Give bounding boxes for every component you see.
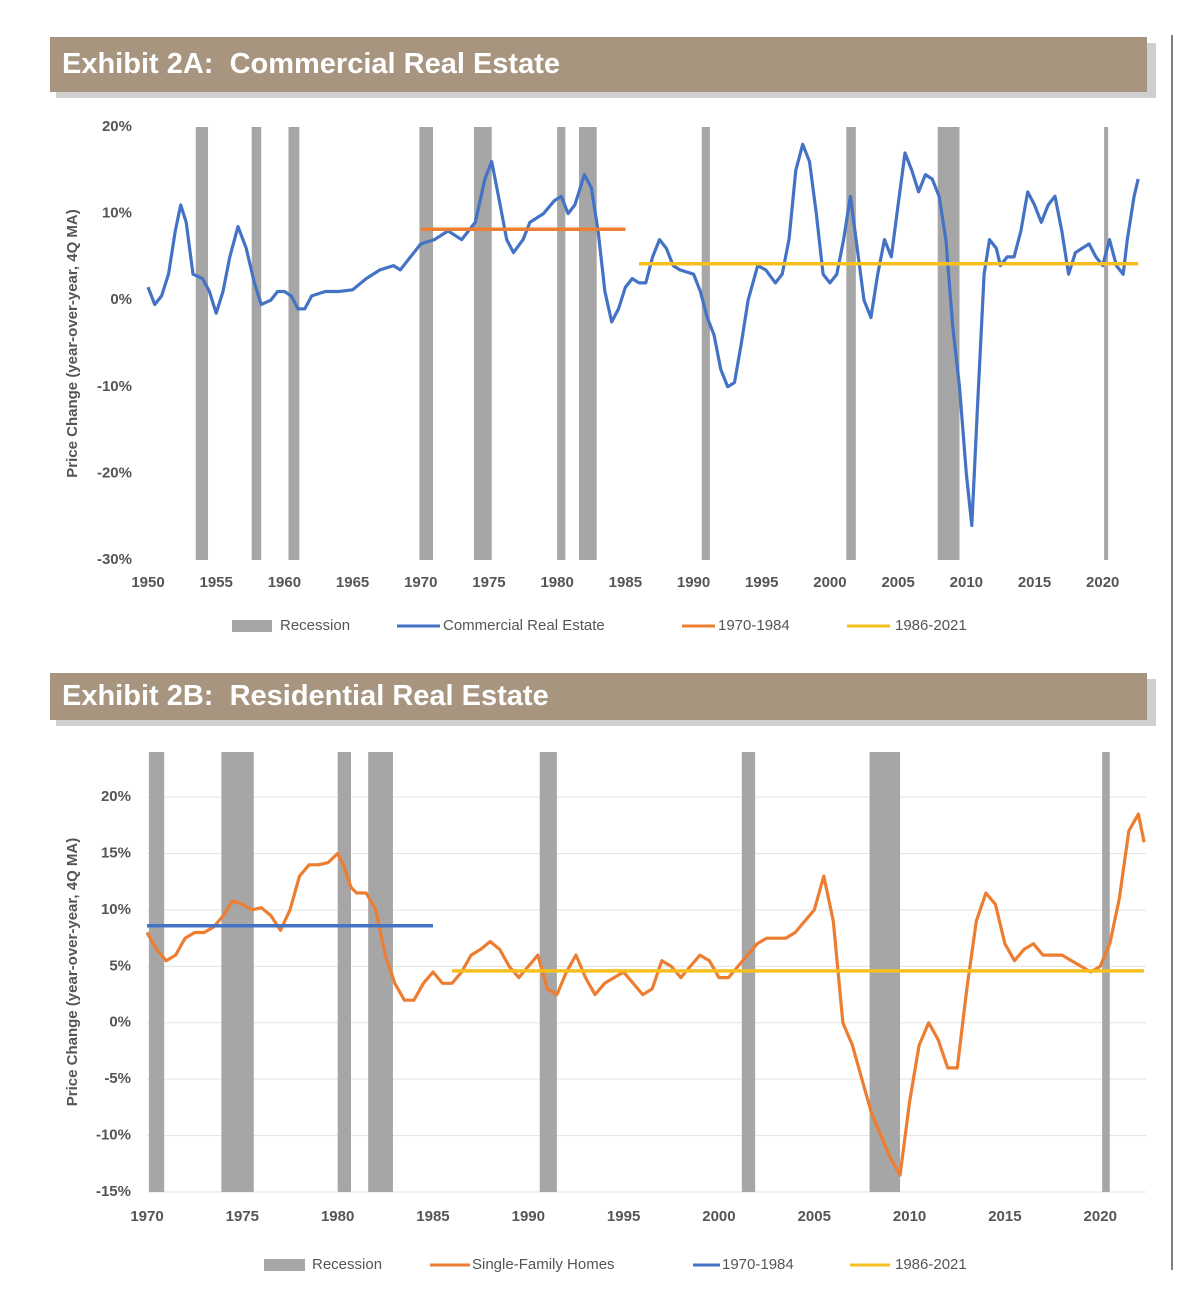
y-tick-label: 10% <box>101 901 131 918</box>
legend-swatch <box>264 1259 305 1271</box>
series-line <box>145 812 1146 1177</box>
recession-band <box>578 127 597 560</box>
header-bar <box>50 673 1147 720</box>
y-tick-label: 20% <box>101 788 131 805</box>
y-axis-label: Price Change (year-over-year, 4Q MA) <box>64 838 81 1106</box>
y-tick-label: 0% <box>110 291 132 308</box>
x-tick-label: 1960 <box>268 574 301 591</box>
chart-title: Exhibit 2B: Residential Real Estate <box>62 680 549 712</box>
y-tick-label: 10% <box>102 205 132 222</box>
y-tick-label: -5% <box>104 1070 131 1087</box>
y-tick-label: -10% <box>96 1127 131 1144</box>
recession-band <box>251 127 262 560</box>
x-tick-label: 2020 <box>1084 1208 1117 1225</box>
x-tick-label: 1995 <box>745 574 778 591</box>
chart-title: Exhibit 2A: Commercial Real Estate <box>62 48 560 80</box>
legend-label: Commercial Real Estate <box>443 617 605 634</box>
x-tick-label: 1970 <box>404 574 437 591</box>
legend-label: Single-Family Homes <box>472 1256 615 1273</box>
recession-band <box>288 127 300 560</box>
x-tick-label: 1990 <box>677 574 710 591</box>
legend-swatch <box>232 620 272 632</box>
x-tick-label: 2010 <box>950 574 983 591</box>
x-tick-label: 1955 <box>200 574 233 591</box>
recession-band <box>701 127 710 560</box>
legend-label: 1986-2021 <box>895 617 967 634</box>
recession-band <box>557 127 566 560</box>
x-tick-label: 2005 <box>798 1208 831 1225</box>
y-tick-label: 0% <box>109 1014 131 1031</box>
recession-band <box>419 127 434 560</box>
x-tick-label: 1975 <box>226 1208 259 1225</box>
x-tick-label: 1985 <box>416 1208 449 1225</box>
x-tick-label: 2000 <box>702 1208 735 1225</box>
y-tick-label: -15% <box>96 1183 131 1200</box>
x-tick-label: 2015 <box>1018 574 1051 591</box>
y-tick-label: -10% <box>97 378 132 395</box>
recession-band <box>221 752 254 1192</box>
x-tick-label: 1970 <box>130 1208 163 1225</box>
x-tick-label: 1980 <box>321 1208 354 1225</box>
legend-label: Recession <box>280 617 350 634</box>
recession-band <box>473 127 492 560</box>
recession-band <box>937 127 960 560</box>
x-tick-label: 1985 <box>609 574 642 591</box>
x-tick-label: 1980 <box>540 574 573 591</box>
legend-label: 1986-2021 <box>895 1256 967 1273</box>
y-tick-label: 15% <box>101 845 131 862</box>
series-line <box>146 142 1140 527</box>
recession-band <box>846 127 856 560</box>
x-tick-label: 1950 <box>131 574 164 591</box>
header-bar <box>50 37 1147 92</box>
x-tick-label: 2020 <box>1086 574 1119 591</box>
legend-label: 1970-1984 <box>722 1256 794 1273</box>
x-tick-label: 2010 <box>893 1208 926 1225</box>
recession-band <box>368 752 393 1192</box>
y-tick-label: 5% <box>109 957 131 974</box>
x-tick-label: 1965 <box>336 574 369 591</box>
y-tick-label: 20% <box>102 118 132 135</box>
x-tick-label: 1990 <box>512 1208 545 1225</box>
recession-band <box>1104 127 1109 560</box>
x-tick-label: 2015 <box>988 1208 1021 1225</box>
x-tick-label: 1975 <box>472 574 505 591</box>
legend-label: Recession <box>312 1256 382 1273</box>
x-tick-label: 2000 <box>813 574 846 591</box>
legend-label: 1970-1984 <box>718 617 790 634</box>
recession-band <box>148 752 165 1192</box>
y-tick-label: -20% <box>97 464 132 481</box>
recession-band <box>337 752 351 1192</box>
recession-band <box>195 127 209 560</box>
x-tick-label: 2005 <box>881 574 914 591</box>
y-axis-label: Price Change (year-over-year, 4Q MA) <box>64 209 81 477</box>
y-tick-label: -30% <box>97 551 132 568</box>
x-tick-label: 1995 <box>607 1208 640 1225</box>
